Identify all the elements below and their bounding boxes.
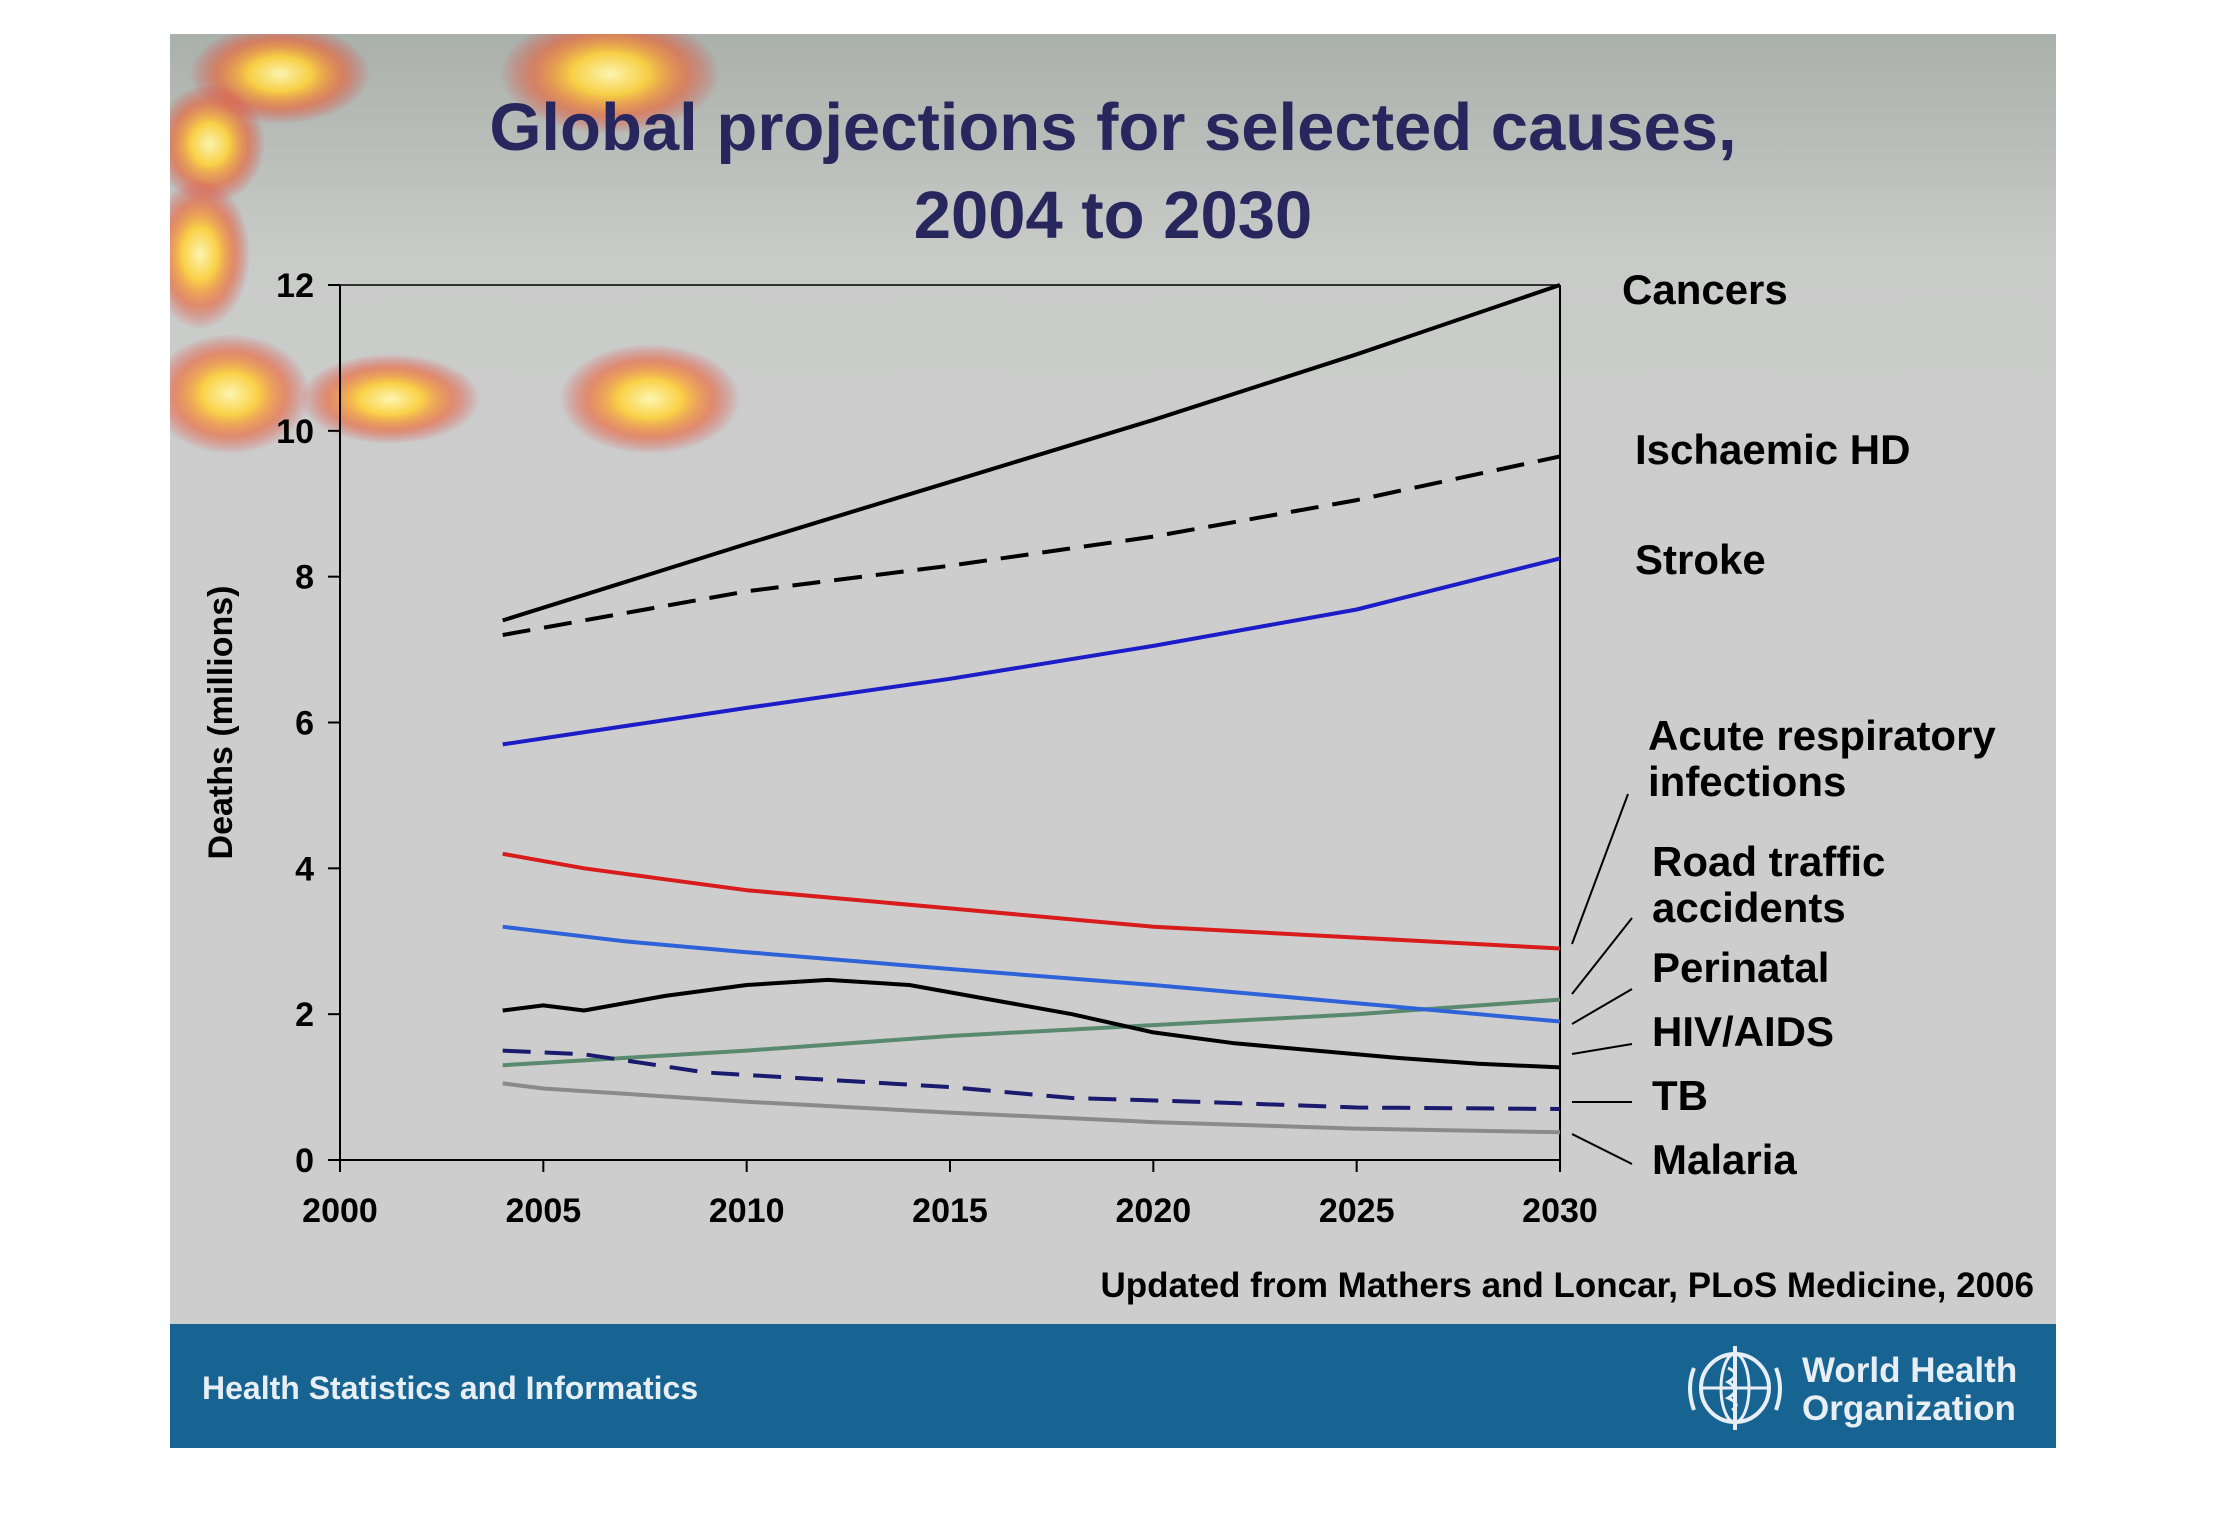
leader-line bbox=[1571, 1043, 1633, 1055]
series-line-malaria bbox=[502, 1081, 1561, 1135]
x-tick-label: 2010 bbox=[709, 1192, 785, 1230]
series-line-ischaemic-hd bbox=[502, 454, 1561, 637]
y-tick-label: 4 bbox=[295, 850, 314, 888]
series-label: HIV/AIDS bbox=[1652, 1008, 1834, 1055]
y-axis-label: Deaths (millions) bbox=[202, 586, 240, 860]
series-line-stroke bbox=[502, 556, 1561, 747]
slide: 0 2 4 6 8 10 12 2000 2005 2010 2015 2020 2025 2030 Dea… bbox=[170, 34, 2056, 1448]
title-line-2: 2004 to 2030 bbox=[913, 178, 1313, 253]
x-tick-label: 2030 bbox=[1522, 1192, 1598, 1230]
x-tick-label: 2000 bbox=[302, 1192, 378, 1230]
x-tick-label: 2005 bbox=[506, 1192, 582, 1230]
x-tick-label: 2025 bbox=[1319, 1192, 1395, 1230]
series-line-acute-respiratory-infections bbox=[502, 851, 1561, 951]
series-label: Malaria bbox=[1652, 1136, 1797, 1183]
y-tick-label: 8 bbox=[295, 559, 314, 597]
leader-line bbox=[1571, 793, 1629, 945]
series-label: Stroke bbox=[1635, 536, 1766, 583]
leader-line bbox=[1571, 1133, 1633, 1165]
series-line-hiv-aids bbox=[502, 977, 1561, 1070]
leader-line bbox=[1571, 917, 1633, 995]
series-label: TB bbox=[1652, 1072, 1708, 1119]
series-line-road-traffic-accidents bbox=[502, 997, 1561, 1068]
x-tick-label: 2020 bbox=[1116, 1192, 1192, 1230]
org-name-line-1: World Health bbox=[1802, 1351, 2018, 1390]
y-tick-label: 6 bbox=[295, 705, 314, 743]
y-tick-label: 10 bbox=[276, 413, 314, 451]
y-tick-label: 0 bbox=[295, 1142, 314, 1180]
series-line-tb bbox=[502, 1048, 1561, 1111]
who-emblem-icon bbox=[1688, 1346, 1782, 1430]
footer-text: Health Statistics and Informatics bbox=[202, 1370, 699, 1406]
series-label: Cancers bbox=[1622, 266, 1788, 313]
chart-title: Global projections for selected causes, … bbox=[170, 84, 2056, 260]
series-line-perinatal bbox=[502, 924, 1561, 1024]
org-name-line-2: Organization bbox=[1802, 1389, 2016, 1428]
series-label: Acute respiratory bbox=[1648, 712, 1996, 759]
chart: 0 2 4 6 8 10 12 2000 2005 2010 2015 2020 2025 2030 Dea… bbox=[170, 34, 2056, 1230]
series-line-cancers bbox=[502, 283, 1561, 623]
title-line-1: Global projections for selected causes, bbox=[489, 90, 1737, 165]
footer-bar: Health Statistics and Informatics World … bbox=[170, 1324, 2056, 1448]
heatmap-overlay bbox=[170, 34, 740, 454]
leader-line bbox=[1571, 988, 1633, 1025]
slide-backdrop bbox=[170, 34, 2056, 534]
organization-name: World Health Organization bbox=[1802, 1352, 2017, 1428]
x-tick-label: 2015 bbox=[912, 1192, 988, 1230]
series-label: accidents bbox=[1652, 884, 1846, 931]
y-tick-label: 2 bbox=[295, 996, 314, 1034]
series-label: Perinatal bbox=[1652, 944, 1829, 991]
citation: Updated from Mathers and Loncar, PLoS Me… bbox=[1100, 1266, 2034, 1305]
series-label: infections bbox=[1648, 758, 1846, 805]
y-tick-label: 12 bbox=[276, 267, 314, 305]
series-label: Road traffic bbox=[1652, 838, 1885, 885]
series-label: Ischaemic HD bbox=[1635, 426, 1910, 473]
